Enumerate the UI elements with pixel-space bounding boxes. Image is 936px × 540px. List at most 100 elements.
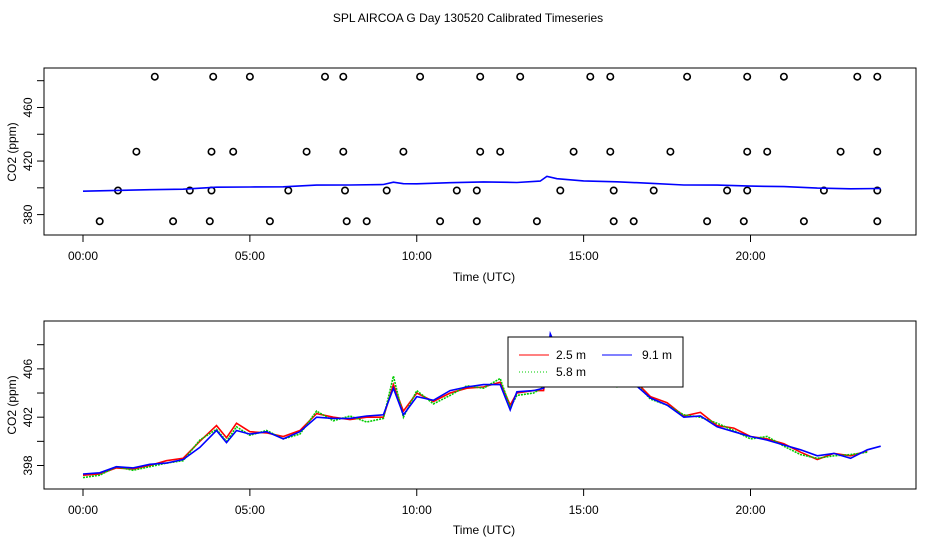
calibration-point [606,72,615,81]
calibration-point [95,217,104,226]
calibration-point [629,217,638,226]
bottom-plot-frame [43,320,917,490]
top-x-axis-label: Time (UTC) [453,270,515,284]
bottom-y-axis: 398 402 406 [21,344,44,476]
calibration-point [265,217,274,226]
calibration-point [683,72,692,81]
bottom-x-tick-label: 20:00 [735,503,765,517]
calibration-point [302,147,311,156]
calibration-point [532,217,541,226]
calibration-point [185,186,194,195]
calibration-point [416,72,425,81]
calibration-point [586,72,595,81]
calibration-point [245,72,254,81]
top-y-tick-label: 380 [21,204,35,224]
series-line-2-5-m [82,334,868,476]
bottom-panel: 00:00 05:00 10:00 15:00 20:00 398 402 406 Time… [5,320,917,537]
calibration-point [763,147,772,156]
bottom-x-tick-label: 00:00 [68,503,98,517]
calibration-point [472,217,481,226]
calibration-point [609,217,618,226]
calibration-point [150,72,159,81]
legend-label-5-8m: 5.8 m [556,365,586,379]
calibration-point [666,147,675,156]
calibration-point [205,217,214,226]
calibration-point [836,147,845,156]
calibration-point [132,147,141,156]
calibration-point [779,72,788,81]
top-y-axis: 380 420 460 [21,80,44,225]
calibration-point [342,217,351,226]
top-calibration-points [95,72,882,226]
calibration-point [516,72,525,81]
calibration-point [739,217,748,226]
top-panel: 00:00 05:00 10:00 15:00 20:00 380 420 460 Time… [5,67,917,284]
calibration-point [496,147,505,156]
calibration-point [229,147,238,156]
calibration-point [339,147,348,156]
top-x-axis: 00:00 05:00 10:00 15:00 20:00 [68,235,766,263]
calibration-point [569,147,578,156]
calibration-point [472,186,481,195]
calibration-point [819,186,828,195]
bottom-x-axis: 00:00 05:00 10:00 15:00 20:00 [68,489,766,517]
chart-title: SPL AIRCOA G Day 130520 Calibrated Times… [333,11,603,25]
calibration-point [606,147,615,156]
bottom-y-tick-label: 398 [21,455,35,475]
calibration-point [436,217,445,226]
series-line-ambient [82,175,881,192]
calibration-point [476,72,485,81]
top-x-tick-label: 00:00 [68,249,98,263]
bottom-x-tick-label: 15:00 [569,503,599,517]
calibration-point [743,72,752,81]
calibration-point [743,186,752,195]
calibration-point [703,217,712,226]
calibration-point [284,186,293,195]
bottom-x-tick-label: 10:00 [402,503,432,517]
calibration-point [339,72,348,81]
calibration-point [853,72,862,81]
calibration-point [873,72,882,81]
top-y-axis-label: CO2 (ppm) [5,122,19,181]
calibration-point [873,147,882,156]
calibration-point [609,186,618,195]
legend-label-2-5m: 2.5 m [556,348,586,362]
calibration-point [723,186,732,195]
calibration-point [873,186,882,195]
calibration-point [320,72,329,81]
calibration-point [169,217,178,226]
top-x-tick-label: 15:00 [569,249,599,263]
bottom-y-tick-label: 406 [21,359,35,379]
bottom-y-axis-label: CO2 (ppm) [5,375,19,434]
legend: 2.5 m 5.8 m 9.1 m [507,336,684,388]
calibration-point [362,217,371,226]
top-y-tick-label: 460 [21,97,35,117]
calibration-point [382,186,391,195]
series-line-9-1-m [82,330,881,475]
calibration-point [452,186,461,195]
calibration-point [556,186,565,195]
bottom-x-tick-label: 05:00 [235,503,265,517]
calibration-point [873,217,882,226]
bottom-y-tick-label: 402 [21,407,35,427]
top-plot-frame [43,67,917,236]
legend-label-9-1m: 9.1 m [642,348,672,362]
calibration-point [209,72,218,81]
top-x-tick-label: 10:00 [402,249,432,263]
top-series-lines [82,175,881,192]
top-x-tick-label: 20:00 [735,249,765,263]
series-line-5-8-m [82,342,868,479]
bottom-x-axis-label: Time (UTC) [453,523,515,537]
calibration-point [340,186,349,195]
calibration-point [743,147,752,156]
legend-box [507,336,684,388]
calibration-point [207,147,216,156]
top-y-tick-label: 420 [21,151,35,171]
calibration-point [799,217,808,226]
calibration-point [476,147,485,156]
top-x-tick-label: 05:00 [235,249,265,263]
calibration-point [399,147,408,156]
bottom-series-lines [82,330,881,479]
calibration-point [649,186,658,195]
